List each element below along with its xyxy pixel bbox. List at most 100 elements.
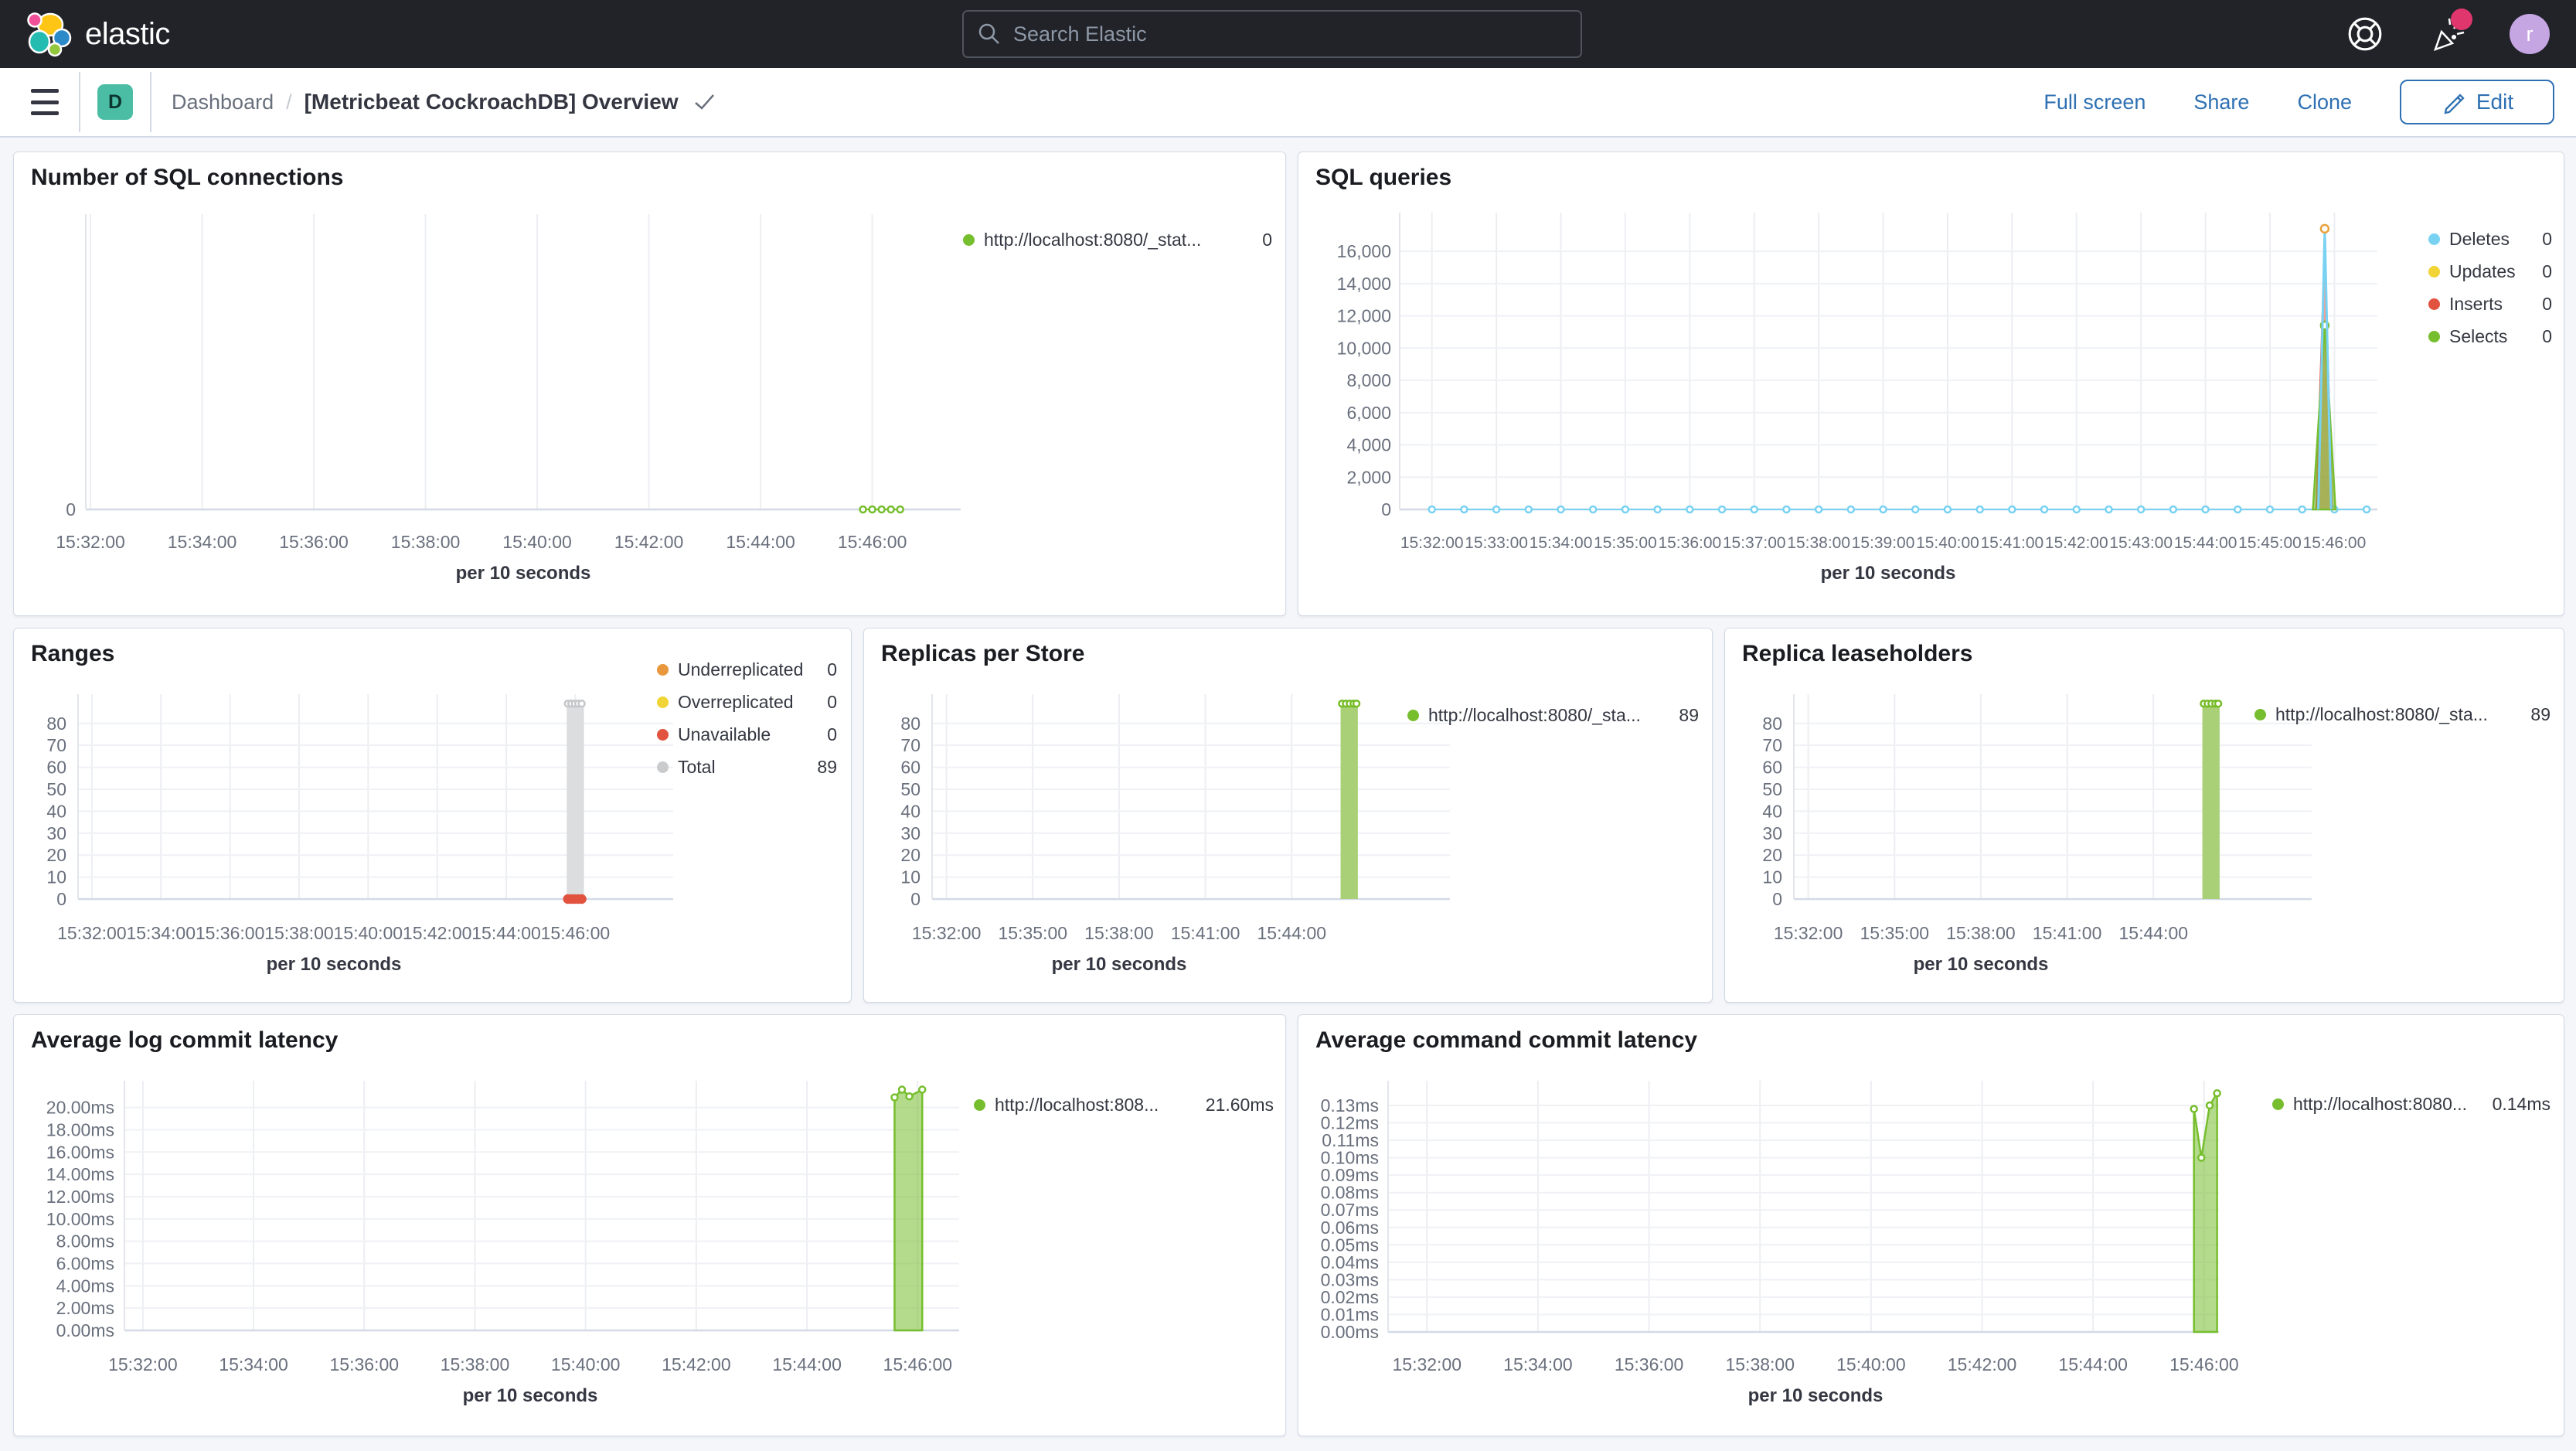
svg-text:50: 50	[900, 779, 920, 799]
svg-text:15:44:00: 15:44:00	[471, 923, 541, 943]
legend-value: 0	[2542, 294, 2552, 314]
panel-ranges: 15:32:00 15:34:00 15:36:00 15:38:00 15:40:00…	[13, 628, 852, 1003]
legend-item[interactable]: http://localhost:8080/_stat... 0	[963, 230, 1272, 250]
title-caret-icon[interactable]	[692, 91, 716, 113]
divider	[150, 72, 151, 132]
breadcrumb-dashboard[interactable]: Dashboard	[172, 90, 274, 114]
legend-item[interactable]: http://localhost:8080... 0.14ms	[2272, 1094, 2550, 1115]
panel-avg-command-commit-latency: 15:32:00 15:34:00 15:36:00 15:38:00 15:40:00…	[1298, 1014, 2564, 1436]
svg-text:2,000: 2,000	[1346, 467, 1391, 487]
legend-label: http://localhost:808...	[995, 1095, 1159, 1115]
svg-text:per 10 seconds: per 10 seconds	[456, 563, 591, 584]
legend-item[interactable]: Selects 0	[2428, 326, 2552, 347]
elastic-logo-icon[interactable]	[22, 9, 73, 60]
help-icon[interactable]	[2346, 15, 2384, 53]
svg-text:15:40:00: 15:40:00	[551, 1354, 621, 1374]
legend: Deletes 0 Updates 0 Inserts 0 Selects 0	[2428, 229, 2552, 359]
svg-text:per 10 seconds: per 10 seconds	[1914, 954, 2049, 975]
svg-text:30: 30	[46, 823, 66, 843]
svg-text:10: 10	[46, 867, 66, 887]
svg-text:per 10 seconds: per 10 seconds	[1052, 954, 1187, 975]
legend-item[interactable]: Inserts 0	[2428, 294, 2552, 315]
svg-text:15:44:00: 15:44:00	[2058, 1354, 2128, 1374]
svg-text:40: 40	[1762, 801, 1782, 821]
svg-text:0.13ms: 0.13ms	[1321, 1095, 1379, 1115]
legend-label: Unavailable	[678, 724, 771, 744]
legend-value: 89	[817, 757, 837, 777]
legend-dot-icon	[2254, 709, 2266, 720]
svg-text:per 10 seconds: per 10 seconds	[463, 1385, 598, 1406]
avg-log-commit-latency-chart: 15:32:00 15:34:00 15:36:00 15:38:00 15:40:00…	[46, 1081, 959, 1406]
global-search-bar[interactable]	[962, 10, 1582, 58]
legend-value: 0	[2542, 261, 2552, 281]
fullscreen-link[interactable]: Full screen	[2043, 90, 2146, 114]
svg-text:15:46:00: 15:46:00	[838, 532, 907, 552]
svg-text:8,000: 8,000	[1346, 370, 1391, 390]
svg-text:15:44:00: 15:44:00	[2174, 534, 2237, 552]
svg-text:15:44:00: 15:44:00	[726, 532, 795, 552]
legend-item[interactable]: http://localhost:808... 21.60ms	[974, 1095, 1274, 1115]
breadcrumb-separator: /	[286, 90, 292, 114]
svg-text:15:38:00: 15:38:00	[1946, 923, 2016, 943]
share-link[interactable]: Share	[2193, 90, 2250, 114]
svg-text:0: 0	[1772, 889, 1782, 909]
legend-label: Updates	[2449, 261, 2516, 281]
svg-text:0: 0	[66, 499, 76, 519]
legend-item[interactable]: Underreplicated 0	[657, 659, 837, 680]
legend-item[interactable]: http://localhost:8080/_sta... 89	[1407, 705, 1699, 726]
legend: http://localhost:8080/_sta... 89	[2254, 704, 2550, 737]
legend-item[interactable]: Deletes 0	[2428, 229, 2552, 250]
svg-text:15:32:00: 15:32:00	[108, 1354, 178, 1374]
svg-text:15:32:00: 15:32:00	[1393, 1354, 1462, 1374]
svg-text:40: 40	[900, 801, 920, 821]
legend-item[interactable]: Total 89	[657, 757, 837, 778]
svg-text:60: 60	[900, 758, 920, 778]
search-input[interactable]	[1012, 21, 1567, 47]
svg-text:15:32:00: 15:32:00	[57, 923, 127, 943]
svg-text:15:38:00: 15:38:00	[264, 923, 334, 943]
svg-text:14,000: 14,000	[1337, 274, 1391, 294]
panel-title: Ranges	[31, 641, 115, 666]
svg-text:60: 60	[1762, 758, 1782, 778]
legend: http://localhost:8080... 0.14ms	[2272, 1094, 2550, 1126]
svg-text:4,000: 4,000	[1346, 435, 1391, 455]
legend-value: 0	[1262, 230, 1272, 250]
svg-text:50: 50	[46, 779, 66, 799]
svg-text:15:42:00: 15:42:00	[2045, 534, 2108, 552]
news-icon[interactable]	[2428, 9, 2472, 53]
svg-text:15:42:00: 15:42:00	[662, 1354, 731, 1374]
legend-item[interactable]: Updates 0	[2428, 261, 2552, 282]
svg-text:0.00ms: 0.00ms	[1321, 1322, 1379, 1342]
space-badge[interactable]: D	[97, 84, 133, 120]
svg-text:10.00ms: 10.00ms	[46, 1209, 114, 1229]
legend-value: 89	[2530, 704, 2550, 724]
svg-text:15:38:00: 15:38:00	[1725, 1354, 1795, 1374]
menu-icon[interactable]	[31, 89, 62, 115]
clone-link[interactable]: Clone	[2297, 90, 2352, 114]
replica-leaseholders-chart: 15:32:00 15:35:00 15:38:00 15:41:00 15:44:00…	[1762, 694, 2312, 975]
user-avatar[interactable]: r	[2510, 14, 2550, 54]
svg-text:2.00ms: 2.00ms	[56, 1298, 114, 1318]
legend-value: 0.14ms	[2492, 1094, 2550, 1114]
legend-dot-icon	[2428, 298, 2440, 310]
legend-item[interactable]: Unavailable 0	[657, 724, 837, 745]
svg-text:15:35:00: 15:35:00	[1594, 534, 1657, 552]
legend-value: 21.60ms	[1205, 1095, 1274, 1115]
svg-text:4.00ms: 4.00ms	[56, 1276, 114, 1296]
svg-text:15:38:00: 15:38:00	[391, 532, 461, 552]
legend-item[interactable]: Overreplicated 0	[657, 692, 837, 713]
legend-label: Overreplicated	[678, 692, 794, 712]
panel-avg-log-commit-latency: 15:32:00 15:34:00 15:36:00 15:38:00 15:40:00…	[13, 1014, 1286, 1436]
svg-text:0.06ms: 0.06ms	[1321, 1218, 1379, 1238]
legend-label: http://localhost:8080/_sta...	[1428, 705, 1641, 725]
legend-item[interactable]: http://localhost:8080/_sta... 89	[2254, 704, 2550, 725]
edit-button[interactable]: Edit	[2400, 80, 2554, 124]
svg-text:0.00ms: 0.00ms	[56, 1320, 114, 1340]
svg-text:10: 10	[1762, 867, 1782, 887]
legend-dot-icon	[657, 761, 669, 773]
svg-text:per 10 seconds: per 10 seconds	[1821, 563, 1956, 584]
svg-text:15:44:00: 15:44:00	[2119, 923, 2189, 943]
legend-label: Deletes	[2449, 229, 2510, 249]
legend-label: Total	[678, 757, 716, 777]
